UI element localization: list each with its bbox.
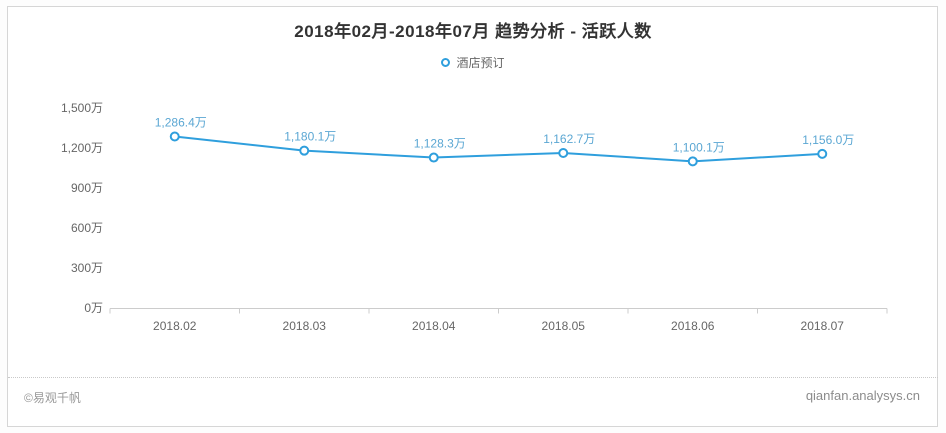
legend-circle-icon — [441, 57, 451, 67]
series-line — [173, 135, 824, 163]
legend: 酒店预订 — [0, 54, 946, 70]
data-point[interactable] — [817, 148, 828, 159]
data-point-label: 1,100.1万 — [673, 140, 725, 154]
x-axis-tick-label: 2018.07 — [801, 319, 845, 333]
data-point-label: 1,286.4万 — [155, 115, 207, 129]
y-axis-tick-label: 300万 — [71, 261, 103, 275]
y-axis-tick-label: 1,200万 — [61, 141, 103, 155]
data-point[interactable] — [299, 145, 310, 156]
x-axis-tick-label: 2018.06 — [671, 319, 715, 333]
copyright-text: ©易观千帆 — [24, 391, 81, 405]
footer-divider — [8, 377, 938, 378]
data-point-label: 1,180.1万 — [284, 130, 336, 144]
y-axis-tick-label: 0万 — [84, 301, 103, 315]
data-point-label: 1,162.7万 — [543, 132, 595, 146]
chart-card — [7, 6, 938, 427]
data-point[interactable] — [169, 131, 180, 142]
y-axis-tick-label: 1,500万 — [61, 101, 103, 115]
data-point-label: 1,156.0万 — [802, 133, 854, 147]
legend-item-label: 酒店预订 — [456, 55, 505, 70]
legend-item-hotel-booking[interactable]: 酒店预订 — [441, 54, 505, 71]
data-point-label: 1,128.3万 — [414, 137, 466, 151]
data-point[interactable] — [687, 156, 698, 167]
source-url-text: qianfan.analysys.cn — [805, 388, 920, 403]
y-axis-tick-label: 600万 — [71, 221, 103, 235]
x-axis-tick-label: 2018.05 — [542, 319, 586, 333]
data-point[interactable] — [558, 147, 569, 158]
y-axis-tick-label: 900万 — [71, 181, 103, 195]
data-point[interactable] — [428, 152, 439, 163]
trend-line-chart: 0万 300万 600万 900万 1,200万 1,500万 2018.02 2018.03… — [61, 101, 888, 333]
x-axis-tick-label: 2018.02 — [153, 319, 197, 333]
chart-title: 2018年02月-2018年07月 趋势分析 - 活跃人数 — [294, 22, 652, 41]
x-axis-tick-label: 2018.03 — [283, 319, 327, 333]
x-axis-tick-label: 2018.04 — [412, 319, 456, 333]
